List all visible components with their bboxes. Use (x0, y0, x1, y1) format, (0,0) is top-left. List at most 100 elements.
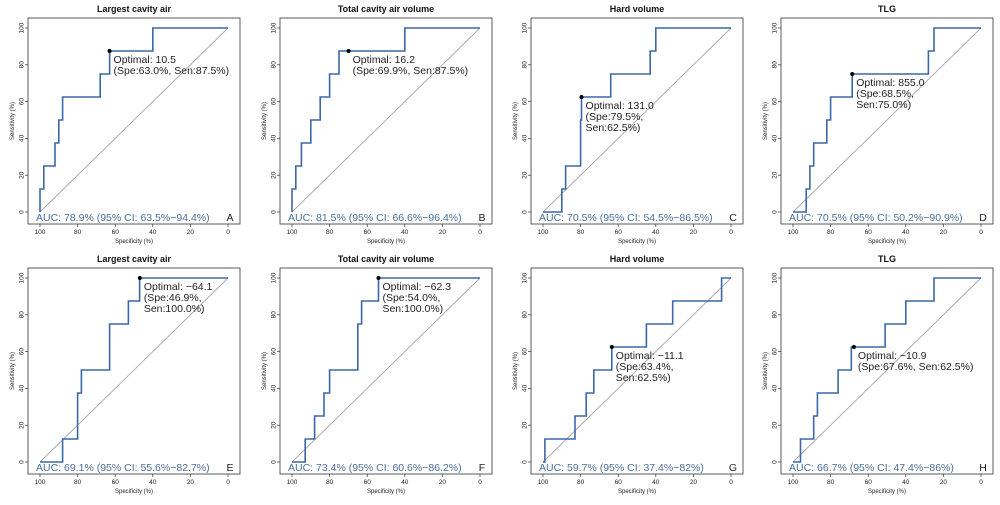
reference-diagonal (39, 27, 229, 213)
panel-letter: D (979, 212, 987, 224)
y-tick-label: 20 (19, 171, 26, 179)
roc-panel-e: Largest cavity air 100 80 60 40 20 0 0 20 40 60 80 1… (10, 254, 241, 495)
plot-frame (27, 267, 241, 475)
roc-curve (39, 27, 228, 212)
reference-diagonal (291, 27, 481, 213)
x-tick-label: 40 (902, 229, 910, 236)
y-axis-label: Sensitivity (%) (513, 102, 519, 140)
x-tick-label: 100 (287, 479, 298, 486)
x-tick-label: 40 (401, 479, 409, 486)
panel-letter: F (479, 462, 485, 474)
auc-label: AUC: 70.5% (95% CI: 50.2%−90.9%) (789, 212, 963, 224)
y-tick-label: 20 (772, 421, 779, 429)
auc-label: AUC: 66.7% (95% CI: 47.4%−86%) (789, 462, 954, 474)
y-tick-label: 80 (522, 61, 529, 69)
y-tick-label: 100 (772, 22, 779, 33)
y-tick-label: 40 (772, 134, 779, 142)
y-tick-label: 100 (19, 22, 26, 33)
y-tick-label: 0 (772, 210, 779, 214)
y-tick-label: 20 (19, 421, 26, 429)
y-tick-label: 100 (522, 22, 529, 33)
y-tick-label: 0 (271, 210, 278, 214)
x-tick-label: 80 (326, 229, 334, 236)
x-tick-label: 0 (729, 479, 733, 486)
optimal-annotation: Optimal: 131.0 (586, 100, 654, 112)
x-tick-label: 0 (226, 229, 230, 236)
y-tick-label: 20 (772, 171, 779, 179)
x-tick-label: 20 (690, 479, 698, 486)
x-tick-label: 80 (827, 479, 835, 486)
plot-frame (27, 17, 241, 225)
y-tick-label: 100 (271, 22, 278, 33)
x-tick-label: 0 (226, 479, 230, 486)
x-axis-label: Specificity (%) (618, 239, 656, 245)
y-axis-label: Sensitivity (%) (10, 352, 16, 390)
panel-letter: A (226, 212, 233, 224)
x-tick-label: 40 (652, 479, 660, 486)
auc-label: AUC: 70.5% (95% CI: 54.5%−86.5%) (539, 212, 713, 224)
x-tick-label: 100 (788, 479, 799, 486)
y-tick-label: 60 (772, 348, 779, 356)
y-tick-label: 20 (271, 421, 278, 429)
x-tick-label: 80 (74, 229, 82, 236)
x-tick-label: 0 (979, 479, 983, 486)
y-tick-label: 40 (522, 134, 529, 142)
panel-title: TLG (878, 254, 896, 264)
y-tick-label: 40 (522, 384, 529, 392)
optimal-annotation: Optimal: 855.0 (856, 77, 924, 89)
y-axis-label: Sensitivity (%) (513, 352, 519, 390)
x-tick-label: 60 (865, 479, 873, 486)
y-tick-label: 100 (271, 272, 278, 283)
x-axis-label: Specificity (%) (367, 489, 405, 495)
roc-curve (543, 277, 731, 463)
y-tick-label: 80 (271, 311, 278, 319)
y-tick-label: 0 (271, 460, 278, 464)
y-tick-label: 60 (271, 98, 278, 106)
optimal-annotation: Optimal: −64.1 (144, 281, 213, 293)
reference-diagonal (792, 27, 982, 213)
optimal-point (376, 276, 381, 280)
optimal-point (346, 49, 351, 53)
x-tick-label: 80 (74, 479, 82, 486)
panel-title: Hard volume (610, 4, 665, 14)
x-axis-label: Specificity (%) (868, 239, 906, 245)
x-tick-label: 20 (940, 479, 948, 486)
roc-curve (292, 277, 480, 463)
x-tick-label: 100 (538, 229, 549, 236)
auc-label: AUC: 59.7% (95% CI: 37.4%−82%) (539, 462, 704, 474)
x-tick-label: 60 (615, 229, 623, 236)
x-tick-label: 100 (538, 479, 549, 486)
y-axis-label: Sensitivity (%) (763, 352, 769, 390)
y-tick-label: 0 (772, 460, 779, 464)
y-tick-label: 20 (522, 171, 529, 179)
roc-curve (793, 27, 981, 213)
x-tick-label: 40 (149, 229, 157, 236)
x-tick-label: 100 (788, 229, 799, 236)
x-tick-label: 20 (187, 229, 195, 236)
optimal-annotation: Optimal: −11.1 (616, 350, 684, 362)
reference-diagonal (542, 27, 732, 213)
panel-title: Hard volume (610, 254, 665, 264)
y-tick-label: 100 (772, 272, 779, 283)
optimal-annotation: (Spe:54.0%, (382, 292, 440, 304)
y-tick-label: 100 (19, 272, 26, 283)
x-tick-label: 0 (979, 229, 983, 236)
panel-letter: G (729, 462, 737, 474)
x-tick-label: 80 (577, 479, 585, 486)
x-axis-label: Specificity (%) (115, 239, 153, 245)
y-tick-label: 80 (522, 311, 529, 319)
y-tick-label: 80 (19, 311, 26, 319)
y-tick-label: 60 (19, 98, 26, 106)
x-tick-label: 20 (940, 229, 948, 236)
optimal-point (851, 345, 856, 349)
optimal-annotation: Sen:100.0%) (144, 303, 205, 315)
y-tick-label: 80 (19, 61, 26, 69)
optimal-annotation: (Spe:63.0%, Sen:87.5%) (114, 65, 230, 77)
y-tick-label: 0 (19, 210, 26, 214)
optimal-annotation: Sen:62.5%) (616, 372, 671, 384)
x-tick-label: 60 (364, 479, 372, 486)
y-tick-label: 20 (271, 171, 278, 179)
auc-label: AUC: 69.1% (95% CI: 55.6%−82.7%) (36, 462, 210, 474)
x-tick-label: 60 (364, 229, 372, 236)
